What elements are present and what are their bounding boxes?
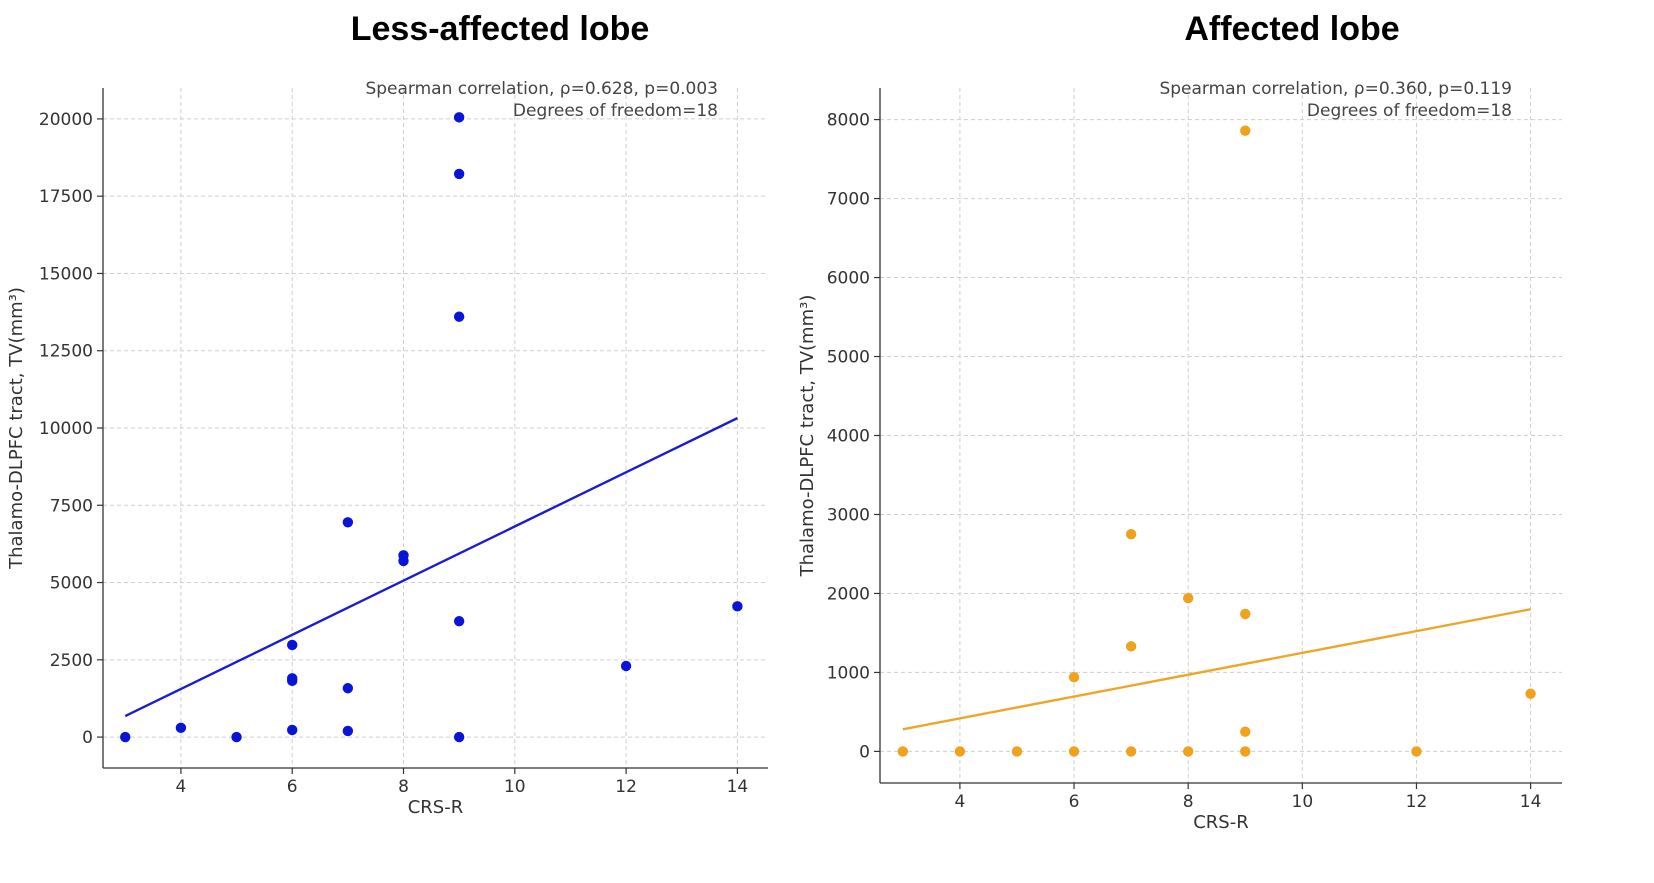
data-point — [1125, 641, 1137, 652]
regression-line — [902, 608, 1531, 731]
data-point — [1068, 746, 1080, 757]
y-tick-label: 3000 — [827, 505, 870, 525]
x-tick-label: 14 — [1520, 792, 1542, 812]
y-tick-label: 12500 — [39, 342, 93, 362]
data-point — [1240, 125, 1251, 136]
axes-spines — [879, 88, 1562, 784]
y-tick-label: 2500 — [50, 651, 93, 671]
data-point — [453, 112, 465, 123]
annotation-dof: Degrees of freedom=18 — [1307, 101, 1512, 121]
points-layer — [120, 112, 743, 743]
chart-panel-less-affected: Less-affected lobe 4 6 8 10 12 14 0 2500 5000 75… — [6, 10, 768, 818]
data-point — [897, 746, 909, 757]
data-point — [954, 746, 966, 757]
annotation-correlation: Spearman correlation, ρ=0.628, p=0.003 — [365, 79, 718, 99]
annotation-correlation: Spearman correlation, ρ=0.360, p=0.119 — [1159, 79, 1512, 99]
data-point — [1125, 529, 1137, 540]
data-point — [231, 731, 242, 743]
y-tick-label: 5000 — [50, 574, 93, 594]
data-point — [1240, 726, 1251, 737]
data-point — [1525, 688, 1536, 699]
y-ticks: 0 2500 5000 7500 10000 12500 15000 17500 20000 — [39, 110, 103, 748]
y-axis-label: Thalamo-DLPFC tract, TV(mm³) — [6, 287, 27, 570]
x-tick-label: 12 — [1406, 792, 1428, 812]
data-point — [342, 683, 354, 694]
x-ticks: 4 6 8 10 12 14 — [954, 783, 1541, 812]
y-tick-label: 5000 — [827, 348, 870, 368]
chart-title: Less-affected lobe — [351, 10, 650, 48]
y-tick-label: 7500 — [50, 496, 93, 516]
fit-line-layer — [124, 417, 738, 718]
data-point — [1182, 746, 1194, 757]
data-point — [398, 555, 409, 567]
data-point — [453, 311, 465, 322]
y-tick-label: 8000 — [827, 111, 870, 131]
points-layer — [897, 125, 1536, 757]
y-tick-label: 0 — [859, 742, 870, 762]
x-axis-label: CRS-R — [408, 797, 464, 818]
x-tick-label: 6 — [1069, 792, 1080, 812]
x-tick-label: 8 — [398, 777, 409, 797]
x-tick-label: 10 — [1292, 792, 1314, 812]
x-tick-label: 8 — [1183, 792, 1194, 812]
data-point — [732, 601, 743, 612]
x-axis-label: CRS-R — [1193, 812, 1249, 833]
data-point — [1240, 746, 1251, 757]
data-point — [620, 660, 632, 672]
data-point — [342, 725, 354, 737]
data-point — [453, 168, 465, 180]
y-tick-label: 10000 — [39, 419, 93, 439]
y-ticks: 0 1000 2000 3000 4000 5000 6000 7000 8000 — [827, 111, 880, 762]
x-tick-label: 14 — [727, 777, 749, 797]
y-tick-label: 17500 — [39, 187, 93, 207]
data-point — [1182, 592, 1194, 604]
annotation-dof: Degrees of freedom=18 — [513, 101, 718, 121]
y-axis-label: Thalamo-DLPFC tract, TV(mm³) — [797, 295, 818, 578]
y-tick-label: 1000 — [827, 663, 870, 683]
x-tick-label: 12 — [615, 777, 637, 797]
x-tick-label: 4 — [954, 792, 965, 812]
y-tick-label: 15000 — [39, 264, 93, 284]
y-tick-label: 0 — [82, 728, 93, 748]
regression-line — [124, 417, 738, 718]
data-point — [1011, 746, 1023, 757]
data-point — [1411, 746, 1422, 757]
y-tick-label: 2000 — [827, 584, 870, 604]
data-point — [287, 639, 298, 651]
y-tick-label: 6000 — [827, 269, 870, 289]
data-point — [287, 724, 298, 736]
chart-panel-affected: Affected lobe 4 6 8 10 12 14 0 1000 2000 3000 400… — [797, 10, 1562, 833]
data-point — [453, 731, 465, 743]
data-point — [453, 615, 465, 627]
y-tick-label: 20000 — [39, 110, 93, 130]
data-point — [1240, 608, 1251, 620]
grid — [880, 88, 1562, 783]
data-point — [1125, 746, 1137, 757]
x-tick-label: 6 — [287, 777, 298, 797]
x-tick-label: 10 — [504, 777, 526, 797]
x-tick-label: 4 — [175, 777, 186, 797]
data-point — [175, 722, 187, 734]
data-point — [287, 675, 298, 687]
chart-title: Affected lobe — [1184, 10, 1399, 48]
y-tick-label: 4000 — [827, 427, 870, 447]
fit-line-layer — [902, 608, 1531, 731]
grid — [103, 88, 768, 768]
data-point — [1068, 671, 1080, 683]
x-ticks: 4 6 8 10 12 14 — [175, 768, 748, 797]
data-point — [120, 731, 131, 743]
data-point — [342, 517, 354, 528]
y-tick-label: 7000 — [827, 190, 870, 210]
